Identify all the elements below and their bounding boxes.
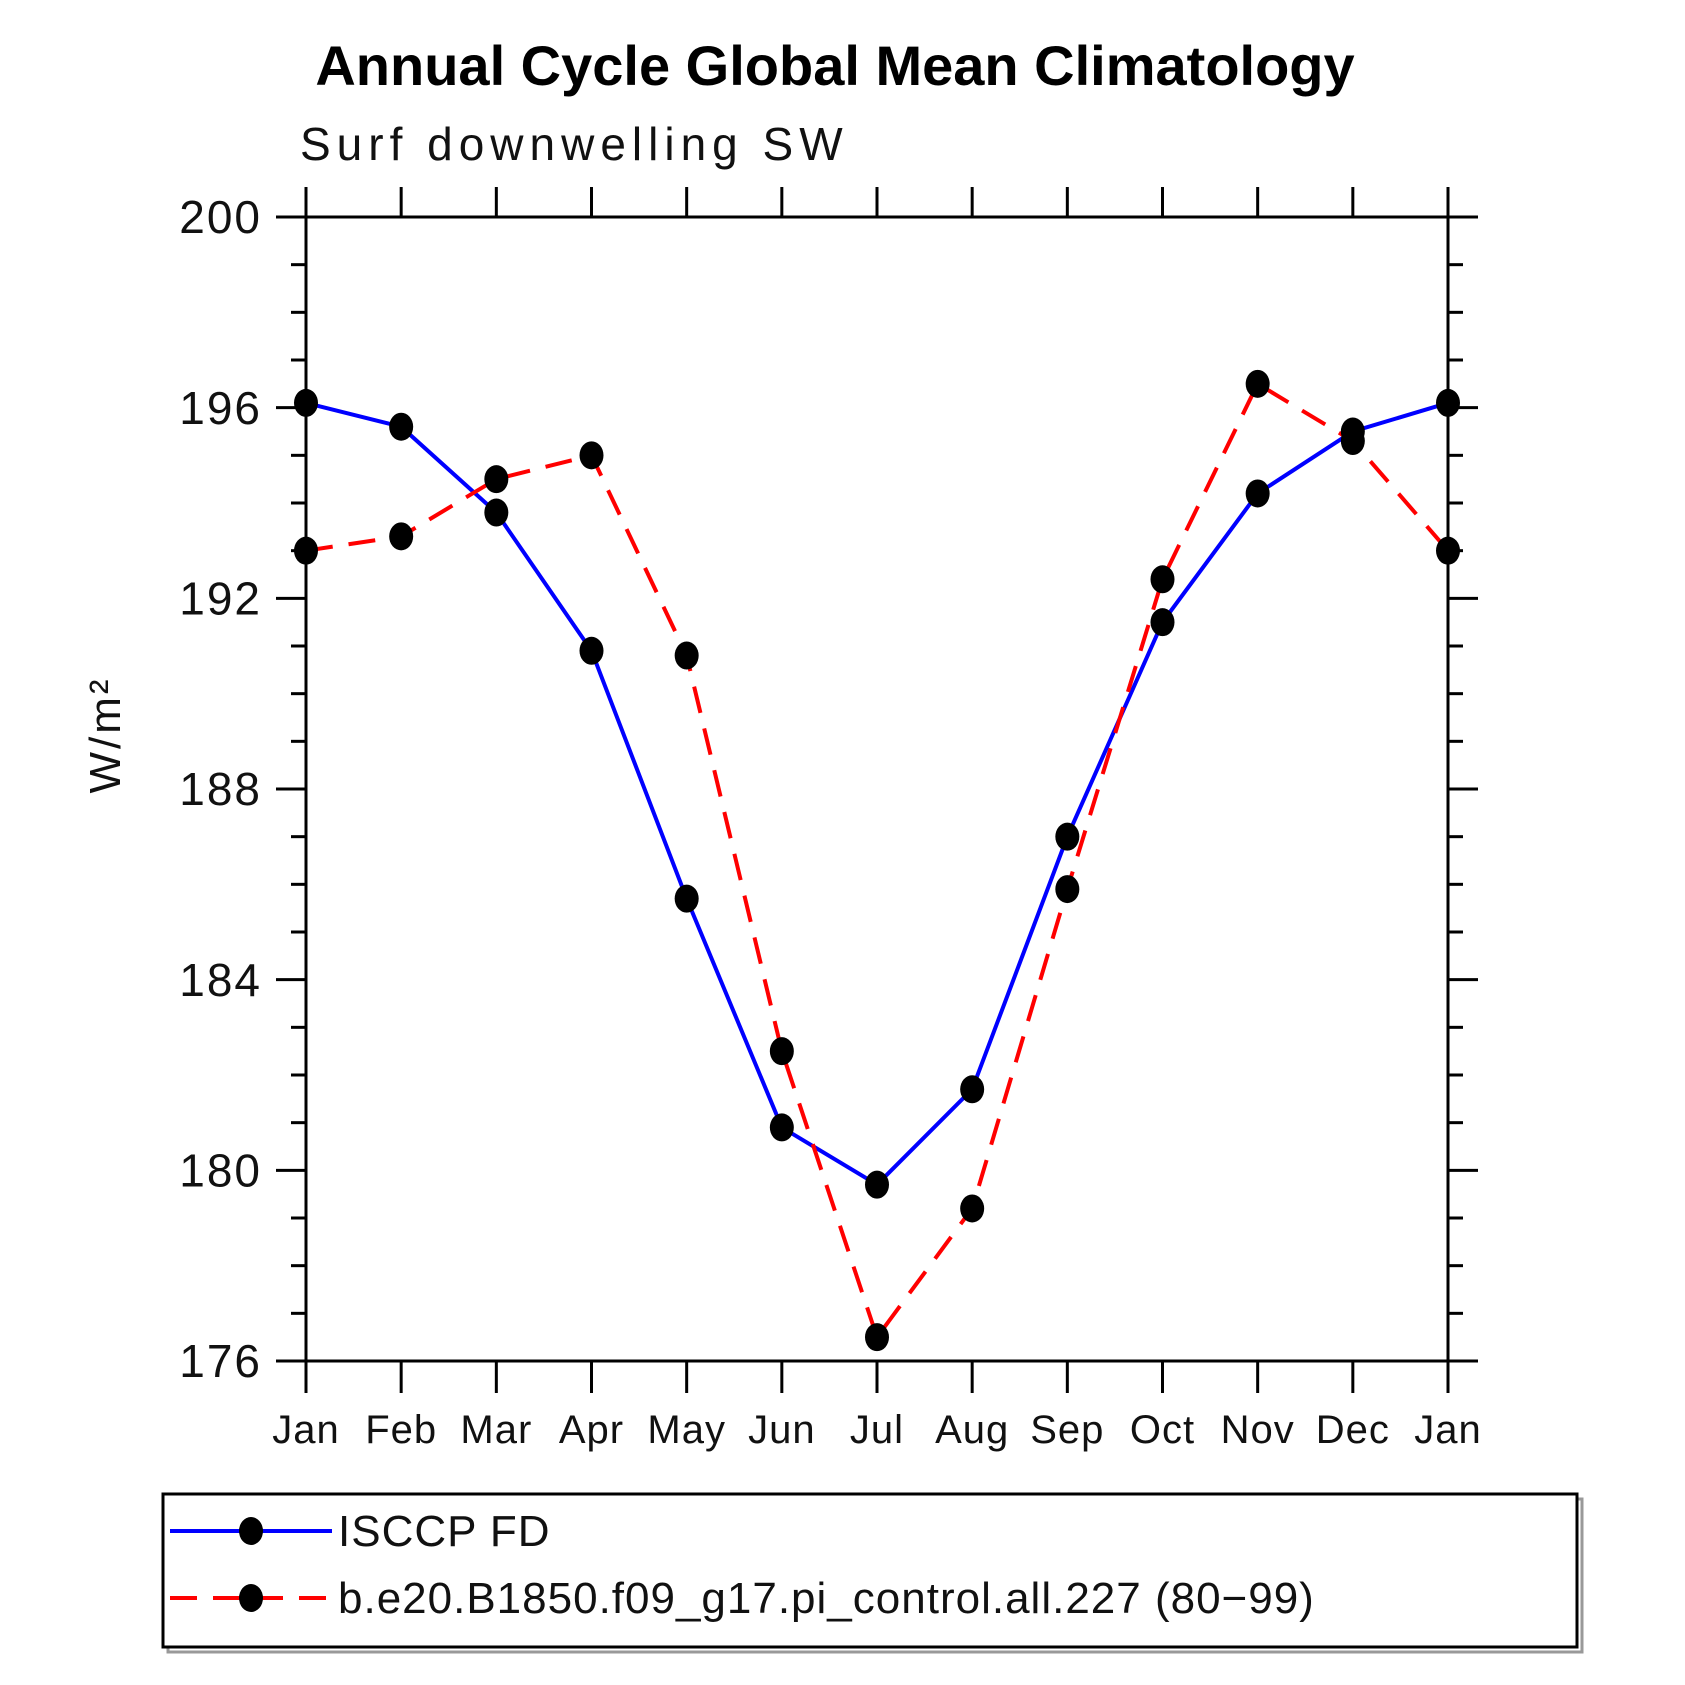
y-tick-label: 184 [179,954,262,1006]
data-point [674,641,699,670]
x-tick-label: Jul [850,1408,904,1452]
data-point [1150,565,1175,594]
x-tick-label: Jan [1414,1408,1482,1452]
data-point [865,1323,889,1352]
data-point [865,1170,889,1199]
y-tick-label: 180 [179,1144,262,1196]
y-tick-label: 200 [179,191,262,243]
data-point [960,1075,985,1104]
data-point [769,1037,794,1066]
data-point [1150,608,1175,637]
x-tick-label: Apr [559,1408,624,1452]
series-lines [294,369,1460,1352]
data-point [1245,479,1270,508]
data-point [1055,822,1080,851]
x-tick-label: Feb [365,1408,437,1452]
y-tick-label: 176 [179,1335,262,1387]
x-tick-label: Dec [1316,1408,1390,1452]
data-point [484,498,509,527]
x-tick-label: Jun [748,1408,816,1452]
y-axis-ticks: 176 180 184 188 192 196 200 [179,191,1478,1387]
legend-label-model: b.e20.B1850.f09_g17.pi_control.all.227 (… [338,1574,1315,1623]
y-tick-label: 188 [179,763,262,815]
chart-title: Annual Cycle Global Mean Climatology [315,34,1354,97]
legend: ISCCP FD b.e20.B1850.f09_g17.pi_control.… [161,1492,1584,1654]
x-tick-label: Jan [272,1408,340,1452]
legend-box [161,1492,1579,1649]
data-point [960,1194,985,1223]
x-tick-label: Oct [1130,1408,1195,1452]
data-point [1245,369,1270,398]
x-tick-label: Mar [460,1408,532,1452]
y-tick-label: 192 [179,572,262,624]
data-point [484,465,509,494]
data-point [1436,536,1460,565]
data-point [294,388,318,417]
x-tick-label: Sep [1030,1408,1104,1452]
data-point [389,412,414,441]
data-point [294,536,318,565]
legend-marker-model [239,1584,263,1612]
x-tick-label: Nov [1221,1408,1295,1452]
data-point [579,441,604,470]
y-tick-label: 196 [179,382,262,434]
chart-subtitle: Surf downwelling SW [300,118,849,170]
data-point [389,522,414,551]
y-axis-label: W/m² [81,676,130,793]
legend-marker-isccp [239,1517,263,1545]
data-point [1340,427,1365,456]
x-tick-label: May [647,1408,726,1452]
legend-label-isccp: ISCCP FD [338,1507,551,1556]
x-axis-ticks: Jan Feb Mar Apr May Jun Jul Aug Sep Oct Nov Dec Jan [272,187,1482,1452]
data-point [674,884,699,913]
x-tick-label: Aug [935,1408,1009,1452]
data-point [579,636,604,665]
data-point [1436,388,1460,417]
data-point [1055,875,1080,904]
data-point [769,1113,794,1142]
